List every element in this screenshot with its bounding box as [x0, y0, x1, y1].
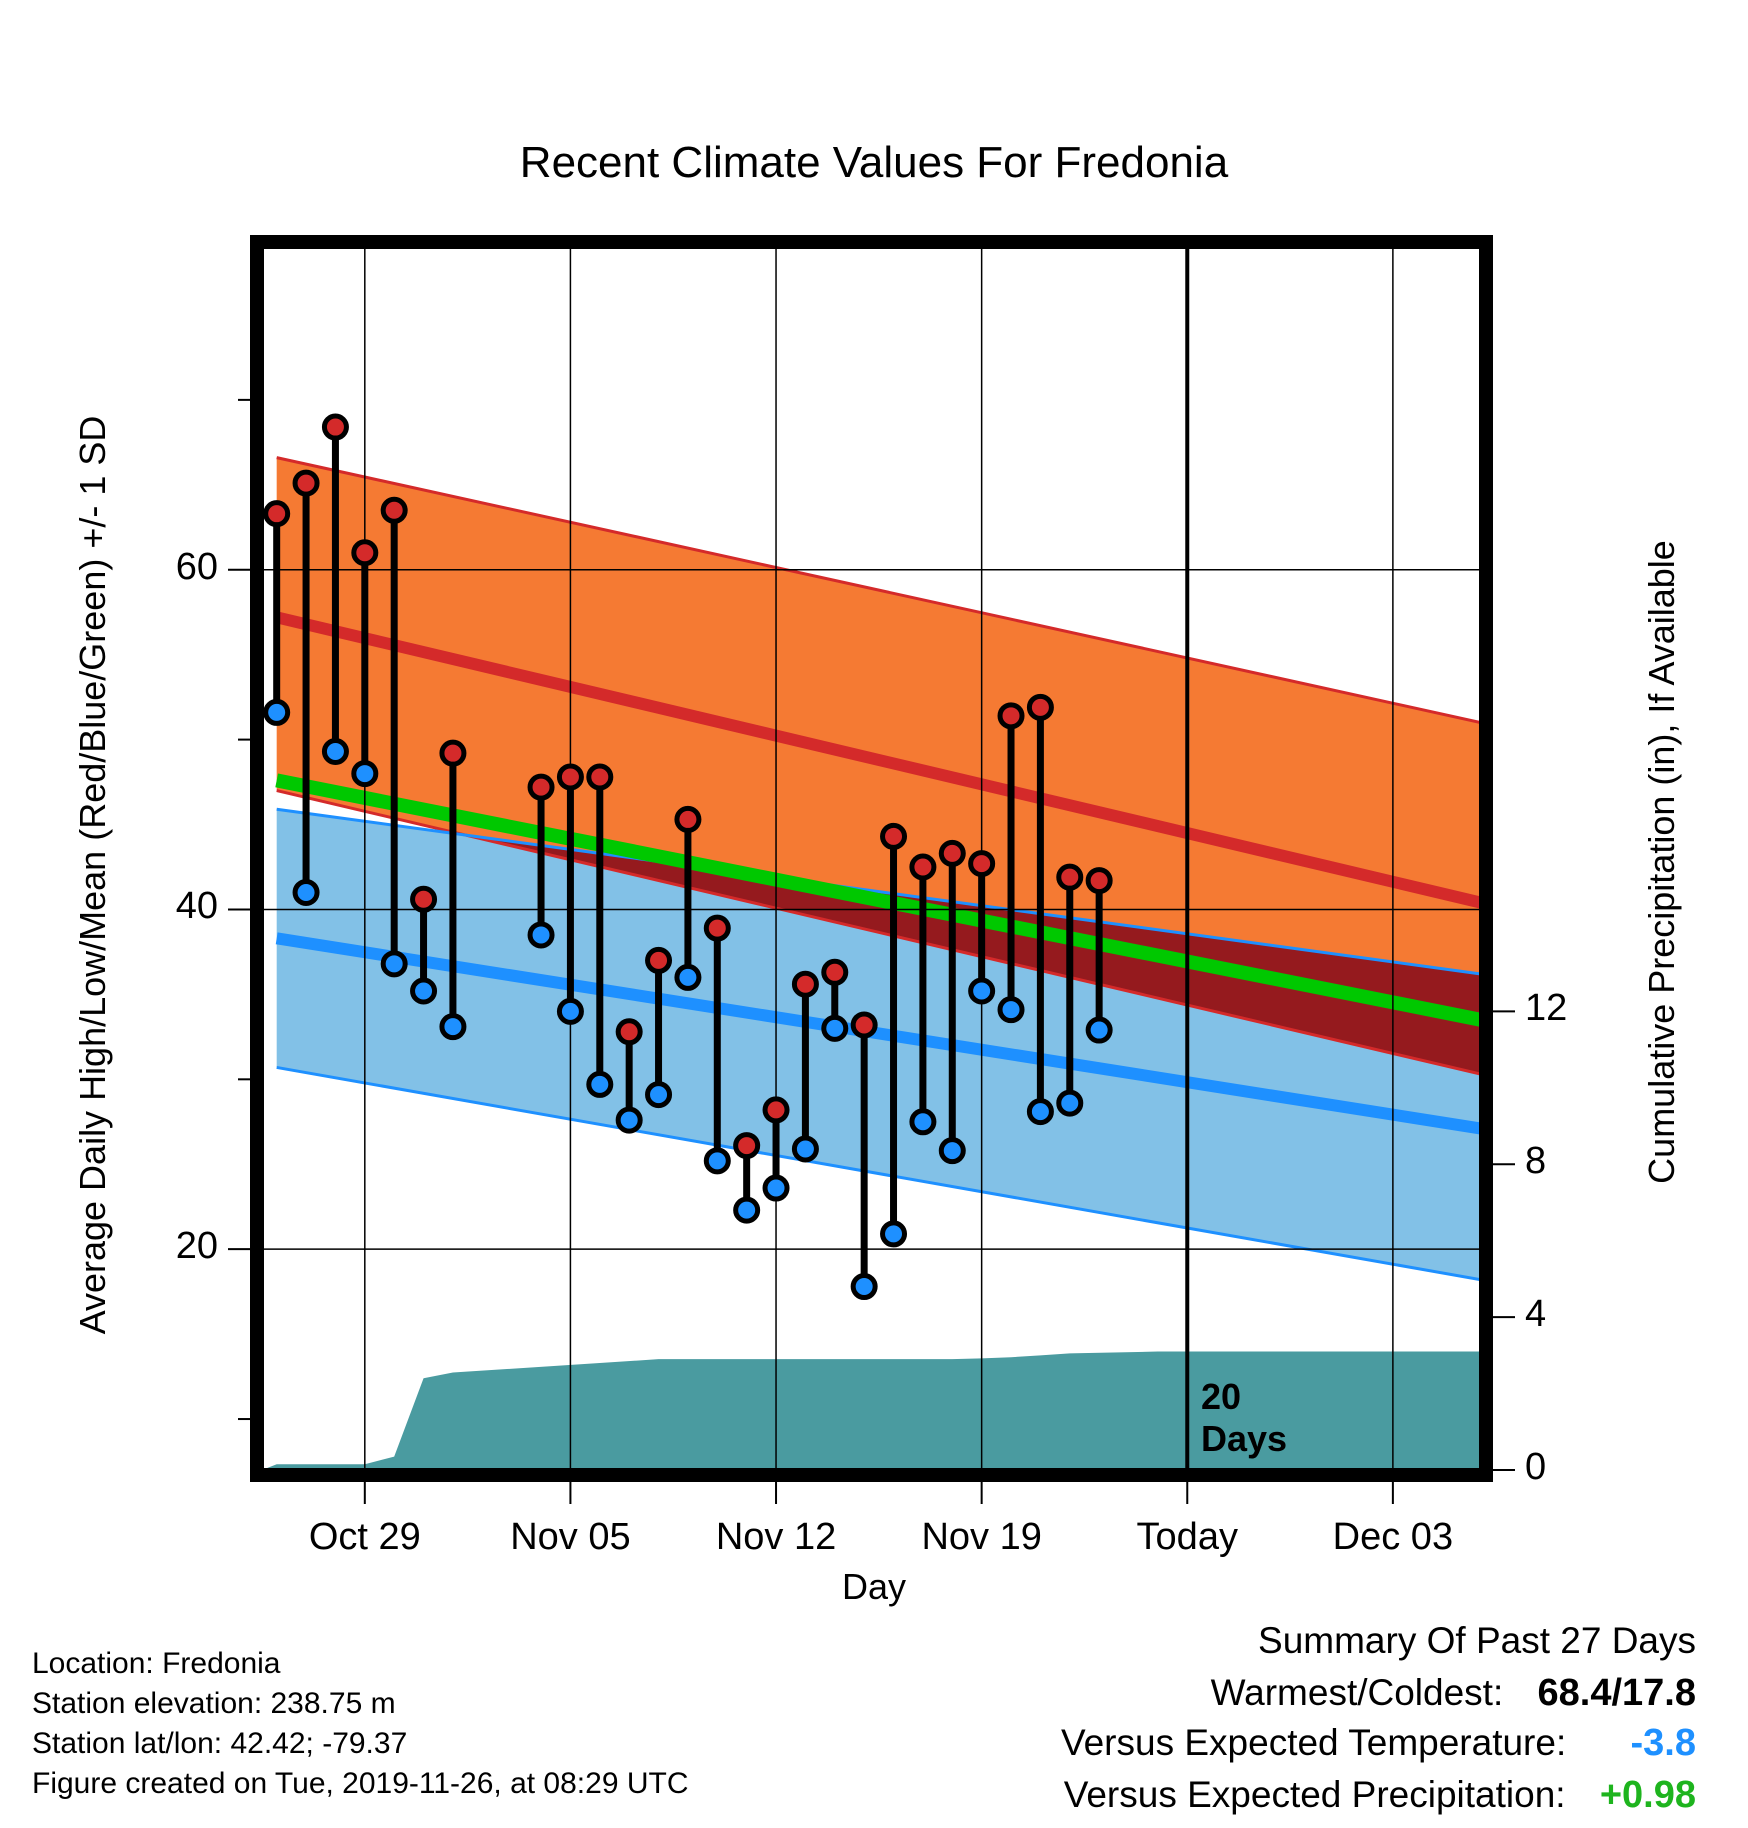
x-tick-label: Nov 12 — [715, 1516, 837, 1558]
high-point — [1085, 867, 1113, 895]
temperature-anomaly-value: -3.8 — [1630, 1722, 1696, 1764]
low-point — [968, 977, 996, 1005]
low-point — [909, 1108, 937, 1136]
high-point — [439, 739, 467, 767]
station-latlon: Station lat/lon: 42.42; -79.37 — [32, 1727, 408, 1760]
x-axis-title: Day — [841, 1566, 907, 1607]
x-tick-label: Dec 03 — [1332, 1516, 1454, 1558]
low-point — [321, 737, 349, 765]
station-info: Location: Fredonia Station elevation: 23… — [32, 1644, 689, 1804]
precipitation-anomaly-label: Versus Expected Precipitation: — [1063, 1774, 1566, 1815]
high-point — [850, 1011, 878, 1039]
high-point — [351, 539, 379, 567]
low-point — [527, 921, 555, 949]
y-tick-label: 60 — [175, 545, 218, 588]
high-point — [586, 763, 614, 791]
low-point — [645, 1081, 673, 1109]
high-point — [909, 853, 937, 881]
warmest-coldest-label: Warmest/Coldest: — [1210, 1672, 1504, 1713]
summary-warmest-coldest: Warmest/Coldest: 68.4/17.8 — [1211, 1672, 1696, 1715]
high-point — [703, 914, 731, 942]
high-point — [556, 763, 584, 791]
low-point — [850, 1273, 878, 1301]
low-point — [263, 698, 291, 726]
high-point — [410, 885, 438, 913]
high-point — [997, 702, 1025, 730]
high-point — [1026, 693, 1054, 721]
low-point — [380, 950, 408, 978]
temperature-anomaly-label: Versus Expected Temperature: — [1060, 1722, 1567, 1763]
summary-heading: Summary Of Past 27 Days — [1258, 1620, 1696, 1661]
low-point — [351, 760, 379, 788]
today-annotation-count: 20 — [1201, 1376, 1242, 1417]
y-tick-label: 20 — [175, 1225, 218, 1268]
high-point — [292, 469, 320, 497]
today-annotation-unit: Days — [1201, 1418, 1288, 1459]
high-upper-line — [276, 456, 1481, 725]
high-point — [791, 970, 819, 998]
y2-tick-label: 4 — [1525, 1293, 1547, 1336]
high-point — [527, 773, 555, 801]
low-point — [733, 1196, 761, 1224]
chart-title: Recent Climate Values For Fredonia — [519, 138, 1229, 187]
y2-axis-title: Cumulative Precipitation (in), If Availa… — [1641, 540, 1682, 1184]
x-tick-label: Oct 29 — [308, 1516, 421, 1558]
low-mean-line — [275, 932, 1481, 1135]
precip-area — [262, 1351, 1481, 1470]
low-lower-line — [276, 1065, 1481, 1282]
low-point — [938, 1137, 966, 1165]
low-point — [1026, 1098, 1054, 1126]
low-point — [997, 996, 1025, 1024]
x-tick-label: Nov 19 — [921, 1516, 1042, 1558]
high-point — [645, 946, 673, 974]
low-point — [615, 1106, 643, 1134]
low-point — [556, 997, 584, 1025]
y2-tick-label: 12 — [1525, 987, 1568, 1030]
station-elevation: Station elevation: 238.75 m — [32, 1687, 396, 1720]
high-point — [321, 413, 349, 441]
low-normal-band — [276, 809, 1481, 1280]
low-point — [791, 1135, 819, 1163]
low-point — [586, 1070, 614, 1098]
high-point — [263, 500, 291, 528]
y2-tick-label: 8 — [1525, 1140, 1547, 1183]
high-point — [674, 805, 702, 833]
low-point — [292, 878, 320, 906]
station-location: Location: Fredonia — [32, 1647, 281, 1680]
y-axis-title: Average Daily High/Low/Mean (Red/Blue/Gr… — [72, 415, 113, 1335]
high-point — [733, 1132, 761, 1160]
low-point — [1056, 1089, 1084, 1117]
precipitation-anomaly-value: +0.98 — [1599, 1774, 1696, 1816]
warmest-coldest-value: 68.4/17.8 — [1537, 1672, 1696, 1714]
high-point — [938, 839, 966, 867]
high-point — [615, 1018, 643, 1046]
today-annotation: 20 Days — [1201, 1376, 1287, 1460]
x-tick-label: Nov 05 — [510, 1516, 631, 1558]
low-point — [1085, 1016, 1113, 1044]
summary-temperature: Versus Expected Temperature: -3.8 — [1061, 1722, 1696, 1765]
high-point — [1056, 863, 1084, 891]
y2-tick-label: 0 — [1525, 1446, 1547, 1488]
high-point — [968, 850, 996, 878]
y-tick-label: 40 — [175, 885, 218, 928]
high-point — [880, 822, 908, 850]
high-point — [762, 1096, 790, 1124]
high-point — [380, 496, 408, 524]
low-point — [703, 1147, 731, 1175]
high-mean-line — [275, 611, 1481, 909]
high-point — [821, 958, 849, 986]
low-point — [410, 977, 438, 1005]
summary-precipitation: Versus Expected Precipitation: +0.98 — [1064, 1774, 1696, 1817]
mean-line — [275, 773, 1481, 1027]
low-point — [880, 1220, 908, 1248]
plot-frame — [250, 235, 1493, 1482]
figure-created: Figure created on Tue, 2019-11-26, at 08… — [32, 1767, 689, 1800]
low-point — [762, 1174, 790, 1202]
x-tick-label: Today — [1136, 1516, 1238, 1558]
low-upper-line — [276, 807, 1481, 976]
low-point — [439, 1013, 467, 1041]
low-point — [821, 1014, 849, 1042]
low-point — [674, 963, 702, 991]
